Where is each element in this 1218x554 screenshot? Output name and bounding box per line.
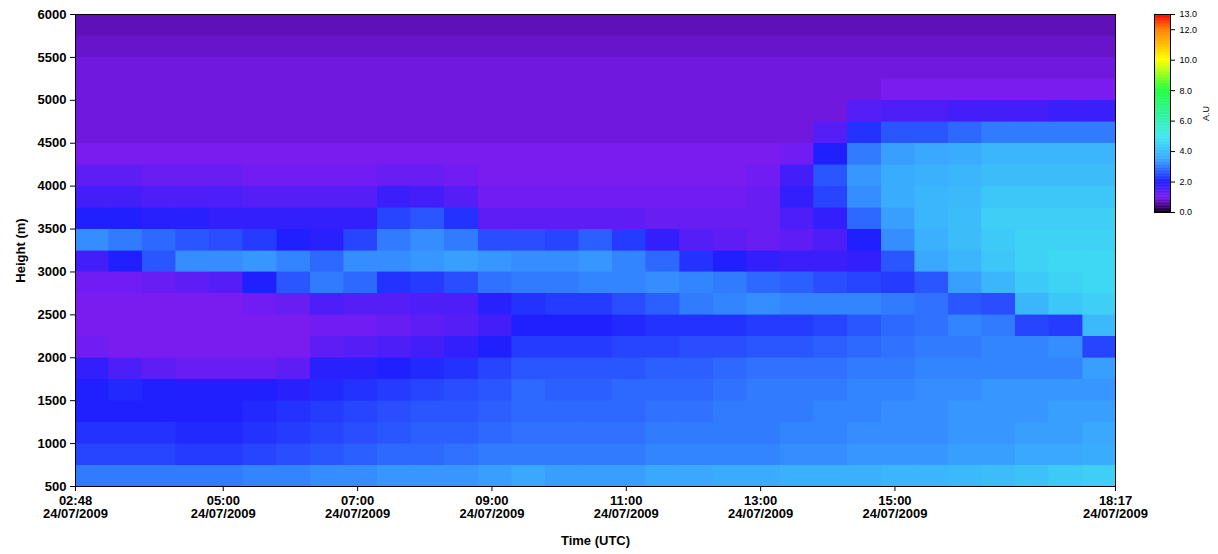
svg-text:4500: 4500 <box>38 135 67 150</box>
svg-text:A.U: A.U <box>1201 106 1211 121</box>
svg-text:10.0: 10.0 <box>1180 55 1198 65</box>
svg-text:1500: 1500 <box>38 393 67 408</box>
svg-text:6.0: 6.0 <box>1180 116 1193 126</box>
svg-text:02:4824/07/2009: 02:4824/07/2009 <box>43 493 108 521</box>
svg-text:0.0: 0.0 <box>1180 207 1193 217</box>
svg-text:13:0024/07/2009: 13:0024/07/2009 <box>728 493 793 521</box>
svg-text:Height (m): Height (m) <box>13 218 28 282</box>
svg-text:2500: 2500 <box>38 307 67 322</box>
svg-text:4000: 4000 <box>38 178 67 193</box>
svg-text:2000: 2000 <box>38 350 67 365</box>
svg-text:2.0: 2.0 <box>1180 177 1193 187</box>
svg-text:18:1724/07/2009: 18:1724/07/2009 <box>1083 493 1148 521</box>
svg-text:15:0024/07/2009: 15:0024/07/2009 <box>862 493 927 521</box>
svg-text:07:0024/07/2009: 07:0024/07/2009 <box>325 493 390 521</box>
svg-text:500: 500 <box>45 479 67 494</box>
svg-text:09:0024/07/2009: 09:0024/07/2009 <box>459 493 524 521</box>
svg-text:8.0: 8.0 <box>1180 86 1193 96</box>
svg-text:5500: 5500 <box>38 50 67 65</box>
svg-text:6000: 6000 <box>38 7 67 22</box>
svg-text:3000: 3000 <box>38 264 67 279</box>
svg-text:05:0024/07/2009: 05:0024/07/2009 <box>191 493 256 521</box>
svg-text:1000: 1000 <box>38 436 67 451</box>
svg-text:5000: 5000 <box>38 92 67 107</box>
svg-text:13.0: 13.0 <box>1180 9 1198 19</box>
svg-text:11:0024/07/2009: 11:0024/07/2009 <box>594 493 659 521</box>
svg-text:Time (UTC): Time (UTC) <box>561 533 630 548</box>
svg-text:4.0: 4.0 <box>1180 146 1193 156</box>
svg-text:3500: 3500 <box>38 221 67 236</box>
svg-text:12.0: 12.0 <box>1180 25 1198 35</box>
